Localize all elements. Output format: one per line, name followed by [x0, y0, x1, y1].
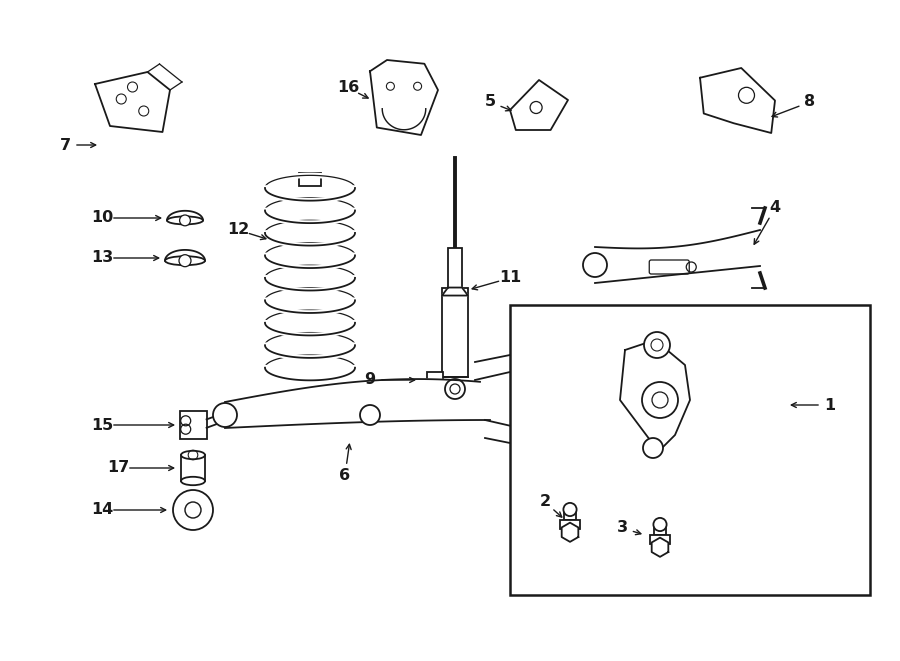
- Polygon shape: [595, 230, 760, 283]
- Polygon shape: [95, 72, 170, 132]
- Text: 7: 7: [59, 137, 70, 153]
- Polygon shape: [510, 80, 568, 130]
- Polygon shape: [442, 288, 468, 295]
- Text: 11: 11: [499, 270, 521, 286]
- Text: 4: 4: [770, 200, 780, 215]
- Circle shape: [644, 332, 670, 358]
- Ellipse shape: [165, 256, 205, 265]
- Polygon shape: [700, 68, 775, 133]
- Circle shape: [173, 490, 213, 530]
- Text: 12: 12: [227, 223, 249, 237]
- Ellipse shape: [181, 477, 205, 485]
- Text: 8: 8: [805, 95, 815, 110]
- Circle shape: [185, 502, 201, 518]
- Circle shape: [563, 503, 577, 516]
- Text: 6: 6: [339, 467, 351, 483]
- Circle shape: [643, 438, 663, 458]
- Bar: [510, 305, 870, 595]
- Circle shape: [179, 254, 191, 266]
- Bar: [181, 455, 205, 481]
- Circle shape: [445, 379, 465, 399]
- Circle shape: [180, 215, 191, 226]
- Text: 14: 14: [91, 502, 113, 518]
- Polygon shape: [225, 379, 490, 428]
- Ellipse shape: [181, 451, 205, 459]
- Text: 9: 9: [364, 373, 375, 387]
- Bar: [299, 173, 321, 186]
- Bar: [651, 535, 670, 544]
- Circle shape: [642, 382, 678, 418]
- Polygon shape: [370, 60, 438, 135]
- Polygon shape: [620, 340, 690, 450]
- Circle shape: [583, 253, 607, 277]
- Bar: [654, 524, 666, 535]
- Bar: [561, 520, 580, 529]
- Text: 13: 13: [91, 251, 113, 266]
- Circle shape: [213, 403, 237, 427]
- Bar: [442, 288, 468, 377]
- Circle shape: [653, 518, 667, 531]
- Bar: [448, 247, 462, 288]
- Bar: [564, 510, 576, 520]
- Bar: [180, 411, 207, 439]
- Polygon shape: [562, 523, 579, 542]
- Bar: [427, 372, 443, 388]
- Text: 1: 1: [824, 397, 835, 412]
- Text: 16: 16: [337, 81, 359, 95]
- Polygon shape: [652, 537, 669, 557]
- Text: 2: 2: [539, 494, 551, 510]
- Text: 15: 15: [91, 418, 113, 432]
- Text: 17: 17: [107, 461, 129, 475]
- Text: 5: 5: [484, 95, 496, 110]
- Text: 10: 10: [91, 210, 113, 225]
- Ellipse shape: [167, 216, 203, 224]
- Text: 3: 3: [616, 520, 627, 535]
- Circle shape: [360, 405, 380, 425]
